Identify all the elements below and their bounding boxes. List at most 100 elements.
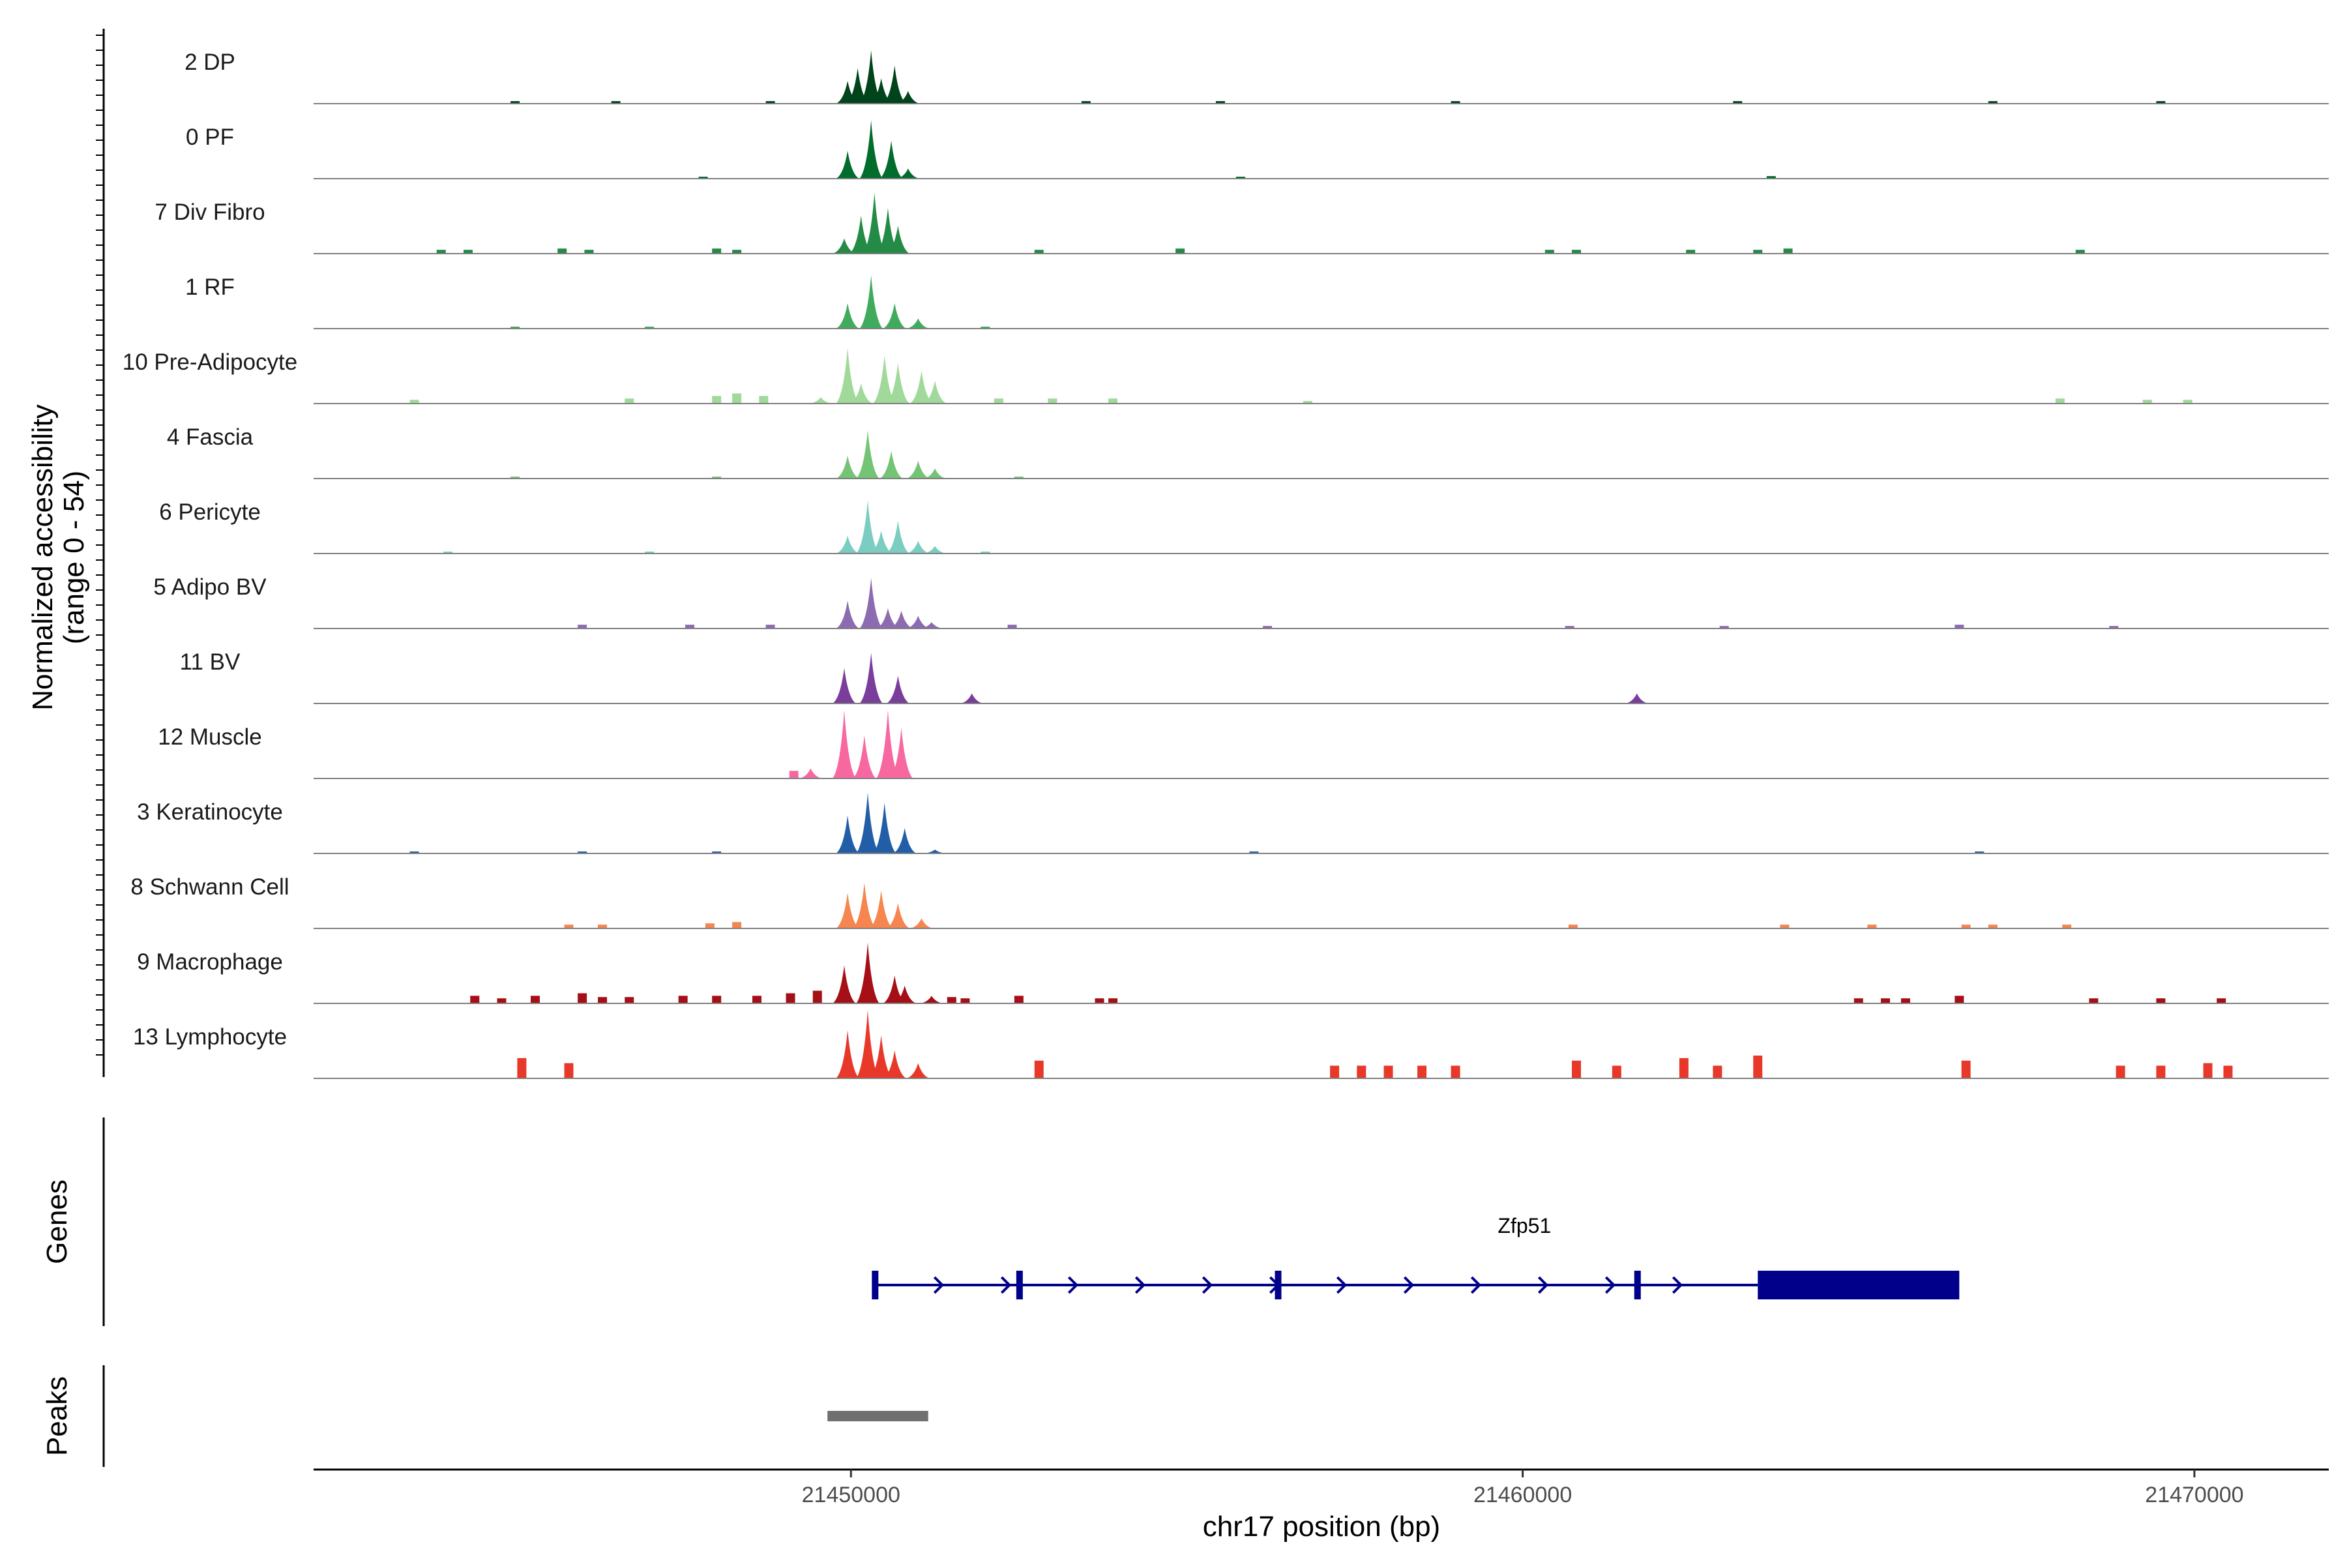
- coverage-signal: [470, 996, 480, 1003]
- track-8: 5 Adipo BV: [153, 574, 2329, 629]
- track-label: 3 Keratinocyte: [137, 799, 283, 825]
- coverage-signal: [981, 327, 990, 329]
- coverage-peak: [859, 50, 883, 104]
- peak-region: [827, 1411, 928, 1421]
- coverage-signal: [994, 398, 1003, 404]
- track-9: 11 BV: [180, 649, 2329, 704]
- coverage-signal: [2055, 398, 2065, 404]
- coverage-peak: [896, 91, 920, 104]
- coverage-signal: [517, 1058, 527, 1078]
- coverage-signal: [981, 552, 990, 554]
- coverage-signal: [2223, 1065, 2233, 1078]
- coverage-signal: [1988, 101, 1998, 104]
- coverage-signal: [759, 396, 769, 404]
- coverage-signal: [1565, 626, 1574, 629]
- coverage-peak: [923, 381, 947, 404]
- coverage-signal: [578, 625, 587, 629]
- track-label: 10 Pre-Adipocyte: [123, 349, 297, 375]
- coverage-signal: [1880, 998, 1890, 1003]
- coverage-signal: [1235, 177, 1245, 179]
- coverage-signal: [712, 851, 722, 853]
- coverage-peak: [869, 1035, 893, 1078]
- coverage-signal: [765, 625, 775, 629]
- coverage-peak: [886, 226, 910, 254]
- strand-arrow: [1134, 1276, 1146, 1294]
- track-label: 11 BV: [180, 649, 241, 675]
- coverage-peak: [886, 362, 910, 404]
- coverage-signal: [1679, 1058, 1689, 1078]
- coverage-peak: [923, 468, 947, 479]
- coverage-signal: [645, 327, 655, 329]
- coverage-signal: [678, 996, 688, 1003]
- coverage-signal: [1975, 851, 1985, 853]
- coverage-signal: [584, 250, 594, 254]
- coverage-signal: [1572, 250, 1582, 254]
- coverage-signal: [1568, 925, 1578, 928]
- coverage-signal: [698, 177, 708, 179]
- coverage-peak: [856, 1010, 879, 1078]
- coverage-signal: [1007, 625, 1017, 629]
- coverage-signal: [1686, 250, 1696, 254]
- coverage-peak: [853, 735, 876, 778]
- coverage-peak: [893, 828, 917, 853]
- coverage-signal: [578, 993, 587, 1003]
- coverage-peak: [836, 456, 859, 479]
- coverage-signal: [2142, 400, 2152, 404]
- coverage-peak: [836, 348, 859, 404]
- coverage-signal: [625, 997, 634, 1003]
- coverage-signal: [1961, 925, 1971, 928]
- coverage-signal: [1867, 925, 1877, 928]
- coverage-signal: [1048, 398, 1057, 404]
- track-label: 13 Lymphocyte: [133, 1024, 287, 1050]
- track-label: 7 Div Fibro: [155, 200, 265, 225]
- coverage-peak: [849, 383, 873, 404]
- coverage-signal: [786, 993, 795, 1003]
- gene-utr-block: [1758, 1271, 1960, 1299]
- coverage-signal: [732, 393, 742, 404]
- coverage-signal: [1572, 1060, 1582, 1078]
- coverage-signal: [409, 400, 419, 404]
- x-tick-label: 21450000: [802, 1483, 900, 1507]
- track-10: 12 Muscle: [158, 710, 2329, 779]
- track-label: 2 DP: [185, 50, 235, 75]
- track-13: 9 Macrophage: [137, 942, 2329, 1004]
- gene-exon: [872, 1271, 879, 1299]
- coverage-signal: [705, 923, 715, 928]
- coverage-signal: [1034, 250, 1044, 254]
- coverage-signal: [1095, 998, 1104, 1003]
- coverage-signal: [611, 101, 621, 104]
- coverage-signal: [1034, 1060, 1044, 1078]
- coverage-peak: [809, 397, 833, 404]
- coverage-signal: [645, 552, 655, 554]
- coverage-signal: [409, 851, 419, 853]
- coverage-signal: [1108, 998, 1118, 1003]
- coverage-peak: [960, 693, 984, 703]
- track-1: 2 DP: [185, 50, 2329, 104]
- gene-exon: [1275, 1271, 1282, 1299]
- coverage-signal: [1263, 626, 1273, 629]
- coverage-peak: [869, 890, 893, 928]
- coverage-peak: [833, 238, 856, 254]
- coverage-signal: [1719, 626, 1729, 629]
- coverage-peak: [879, 451, 903, 479]
- coverage-signal: [732, 922, 742, 928]
- coverage-peak: [859, 275, 883, 329]
- coverage-peak: [920, 622, 943, 629]
- track-label: 6 Pericyte: [159, 499, 261, 525]
- coverage-peak: [836, 815, 859, 853]
- coverage-signal: [1961, 1060, 1971, 1078]
- peaks-label: Peaks: [41, 1376, 73, 1456]
- coverage-signal: [1713, 1065, 1722, 1078]
- coverage-signal: [1853, 998, 1863, 1003]
- coverage-signal: [1900, 998, 1910, 1003]
- coverage-peak: [836, 303, 859, 329]
- coverage-peak: [893, 985, 917, 1003]
- coverage-signal: [1988, 925, 1998, 928]
- strand-arrow: [1202, 1276, 1213, 1294]
- coverage-peak: [886, 520, 910, 554]
- coverage-signal: [1612, 1065, 1621, 1078]
- coverage-signal: [1108, 398, 1118, 404]
- coverage-signal: [2156, 101, 2166, 104]
- coverage-signal: [732, 250, 742, 254]
- track-7: 6 Pericyte: [159, 499, 2329, 554]
